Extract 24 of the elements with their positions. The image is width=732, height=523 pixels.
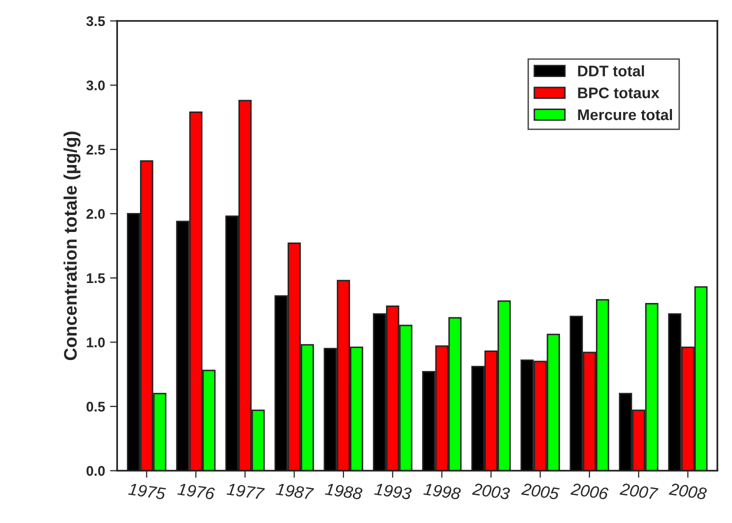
x-tick-label: 1987 — [276, 483, 314, 500]
y-tick-label: 3.0 — [86, 80, 105, 90]
legend-label: BPC totaux — [578, 88, 660, 98]
y-tick-label: 2.0 — [86, 209, 105, 219]
x-tick-label: 2003 — [472, 482, 510, 500]
x-tick-label: 1976 — [177, 483, 216, 500]
y-tick-label: 1.5 — [86, 273, 105, 284]
x-tick-label: 2007 — [620, 482, 659, 500]
legend-label: DDT total — [578, 65, 644, 76]
x-tick-label: 1977 — [226, 483, 265, 500]
y-tick-label: 0.0 — [86, 466, 105, 476]
x-tick-label: 1998 — [423, 483, 462, 500]
y-axis-title: Concentration totale (µg/g) — [64, 132, 80, 360]
x-tick-label: 2006 — [570, 482, 609, 500]
x-tick-label: 1988 — [324, 483, 363, 500]
x-tick-label: 1975 — [128, 483, 166, 500]
x-tick-label: 2005 — [521, 482, 560, 500]
x-tick-label: 2008 — [668, 482, 708, 500]
y-tick-label: 3.5 — [86, 16, 105, 26]
x-tick-label: 1993 — [374, 483, 412, 500]
legend-label: Mercure total — [578, 108, 672, 120]
y-tick-label: 2.5 — [86, 144, 105, 155]
y-tick-label: 1.0 — [86, 338, 105, 348]
y-tick-label: 0.5 — [86, 402, 105, 412]
